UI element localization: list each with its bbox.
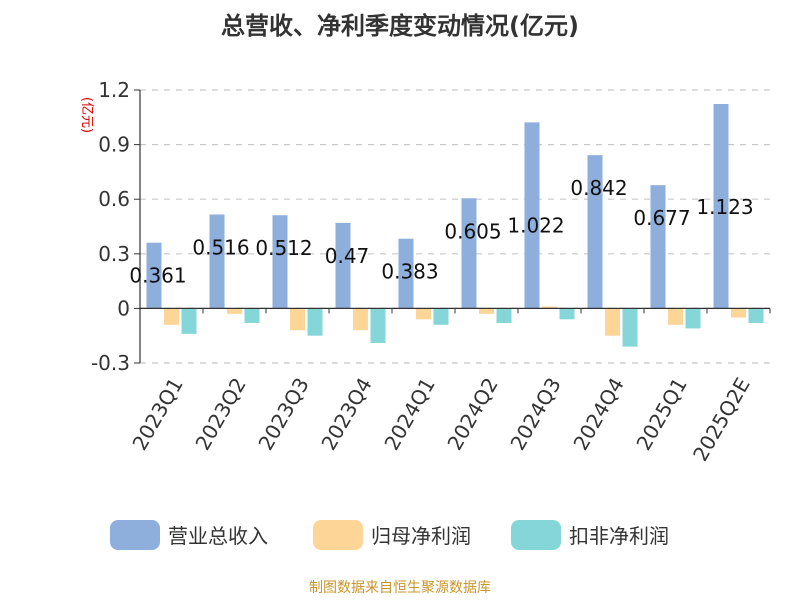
bar-2-2025Q2E [748,308,764,323]
y-tick-label: 0.6 [98,187,130,211]
bar-2-2024Q4 [622,308,638,347]
data-label: 0.383 [381,260,438,284]
bar-2-2024Q1 [433,308,449,325]
x-tick-label: 2025Q1 [631,374,691,455]
data-label: 1.123 [696,195,753,219]
bar-1-2025Q1 [668,308,683,325]
legend: 营业总收入 归母净利润 扣非净利润 [110,520,669,550]
bar-2-2023Q1 [181,308,197,334]
bar-1-2024Q3 [542,306,557,309]
legend-label[interactable]: 扣非净利润 [569,524,669,548]
x-tick-label: 2024Q3 [505,374,565,455]
bar-1-2023Q1 [164,308,179,325]
legend-swatch[interactable] [511,520,561,550]
x-tick-label: 2025Q2E [688,374,755,466]
bar-1-2024Q1 [416,308,431,320]
bar-0-2023Q2 [209,214,225,309]
legend-swatch[interactable] [313,520,363,550]
chart-title: 总营收、净利季度变动情况(亿元) [221,12,579,40]
x-tick-label: 2024Q4 [568,374,628,455]
y-axis-unit-label: (亿元) [79,97,94,133]
y-tick-label: 0.9 [98,133,130,157]
bar-1-2024Q4 [605,308,620,336]
x-tick-label: 2024Q1 [379,374,439,455]
bar-1-2023Q3 [290,308,305,331]
x-tick-label: 2023Q1 [127,374,187,455]
data-label: 0.677 [633,206,690,230]
bar-2-2023Q4 [370,308,386,343]
bar-0-2024Q1 [398,238,414,309]
y-tick-label: 1.2 [98,78,130,102]
bar-1-2024Q2 [479,308,494,314]
bar-0-2023Q1 [146,242,162,309]
x-tick-label: 2023Q4 [316,374,376,455]
data-label: 1.022 [507,213,564,237]
y-tick-label: 0.3 [98,242,130,266]
legend-label[interactable]: 归母净利润 [371,524,471,548]
x-tick-label: 2023Q2 [190,374,250,455]
bar-0-2024Q4 [587,155,603,309]
legend-swatch[interactable] [110,520,160,550]
y-tick-label: 0 [117,296,130,320]
bar-series-group [146,104,764,347]
legend-label[interactable]: 营业总收入 [168,524,268,548]
bar-0-2023Q4 [335,222,351,309]
bar-0-2023Q3 [272,215,288,309]
data-label: 0.47 [325,244,370,268]
bar-0-2025Q2E [713,104,729,309]
bar-2-2023Q2 [244,308,260,323]
x-tick-label: 2023Q3 [253,374,313,455]
x-tick-label: 2024Q2 [442,374,502,455]
bar-2-2023Q3 [307,308,323,336]
bar-1-2023Q2 [227,308,242,314]
bar-2-2025Q1 [685,308,701,329]
bar-1-2023Q4 [353,308,368,331]
data-label: 0.605 [444,219,501,243]
data-label: 0.512 [255,236,312,260]
bar-2-2024Q2 [496,308,512,323]
bar-0-2025Q1 [650,185,666,309]
bar-0-2024Q3 [524,122,540,309]
source-note: 制图数据来自恒生聚源数据库 [309,580,491,596]
bar-0-2024Q2 [461,198,477,309]
data-label: 0.516 [192,235,249,259]
y-tick-label: -0.3 [91,351,130,375]
bar-2-2024Q3 [559,308,575,320]
data-label: 0.842 [570,176,627,200]
bar-1-2025Q2E [731,308,746,318]
data-label: 0.361 [129,264,186,288]
